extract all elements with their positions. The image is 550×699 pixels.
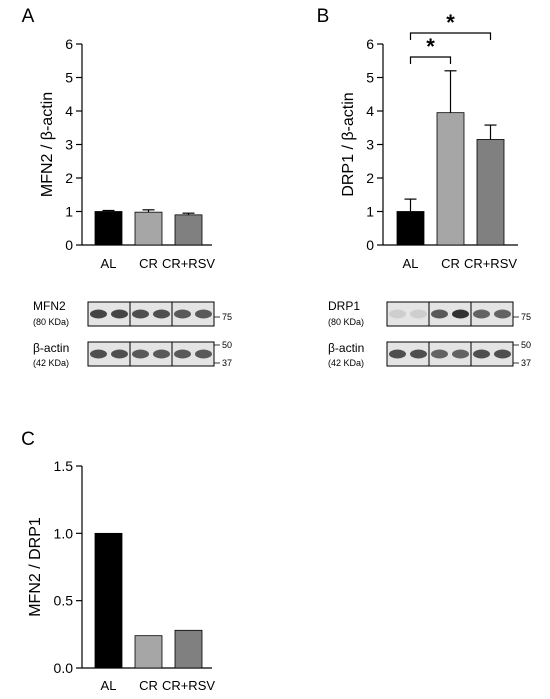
blot-label: β-actin [33,341,69,355]
bar-cr-rsv [174,629,203,669]
panel-letter: A [22,6,35,27]
y-tick-label: 3 [366,137,374,153]
panel-letter: B [317,6,330,27]
bar-cr-rsv [174,214,203,246]
y-tick-label: 1.5 [54,458,74,474]
blot-kda: (42 KDa) [33,358,69,368]
blot-band [473,349,490,359]
blot-band [174,309,191,319]
blot-label: MFN2 [33,299,66,313]
significance-bracket [409,32,492,40]
y-tick-label: 6 [65,36,73,52]
blot-band [132,309,149,319]
bar-cr [134,635,163,669]
blot-band [389,309,406,319]
bar-cr [436,112,465,246]
y-tick-label: 4 [65,103,73,119]
blot-band [153,349,170,359]
y-tick-label: 0.5 [54,593,74,609]
panel-a: A 0 1 2 3 4 5 6 MFN2 / β-actin AL CR CR+RSV [22,6,216,271]
y-tick-label: 3 [65,137,73,153]
blot-label: DRP1 [328,299,360,313]
blot-band [132,349,149,359]
blot-band [195,309,212,319]
marker-label: 75 [521,312,531,322]
marker-label: 50 [222,340,232,350]
panel-b: B 0 1 2 3 4 5 6 DRP1 / β-actin AL CR CR+RSV * * [317,6,518,271]
blot-kda: (80 KDa) [33,317,69,327]
y-tick-label: 6 [366,36,374,52]
x-category-label: CR [139,678,158,693]
blot-band [452,349,469,359]
blot-band [431,349,448,359]
blot-kda: (80 KDa) [328,317,364,327]
x-category-label: AL [101,256,117,271]
x-category-label: AL [101,678,117,693]
y-tick-label: 0.0 [54,660,74,676]
y-tick-label: 0 [366,237,374,253]
y-axis-label: DRP1 / β-actin [340,92,357,196]
bar-al [94,532,123,669]
blot-strip [386,301,514,327]
blot-band [90,349,107,359]
western-blot-b: DRP1 (80 KDa) 75 β-actin (42 KDa) 50 37 [328,299,531,368]
significance-star: * [446,10,455,35]
significance-bracket [409,56,452,64]
bar-al [396,211,425,246]
y-tick-label: 0 [65,237,73,253]
marker-label: 50 [521,340,531,350]
blot-strip [87,301,215,327]
x-category-label: CR+RSV [162,256,215,271]
marker-label: 37 [521,358,531,368]
blot-kda: (42 KDa) [328,358,364,368]
y-tick-label: 1 [366,204,374,220]
marker-label: 37 [222,358,232,368]
y-tick-label: 1.0 [54,525,74,541]
y-axis-label: MFN2 / DRP1 [27,517,44,617]
bar-cr [134,211,163,246]
x-category-label: CR+RSV [162,678,215,693]
significance-star: * [426,34,435,59]
blot-band [410,309,427,319]
blot-band [431,309,448,319]
blot-band [389,349,406,359]
x-category-label: AL [403,256,419,271]
panel-letter: C [21,429,35,450]
panel-c: C 0.0 0.5 1.0 1.5 MFN2 / DRP1 AL CR CR+RSV [21,429,215,693]
x-category-label: CR+RSV [464,256,517,271]
bar-al [94,211,123,246]
blot-band [174,349,191,359]
blot-band [111,349,128,359]
blot-band [410,349,427,359]
y-tick-label: 5 [366,70,374,86]
blot-strip [87,341,215,367]
y-tick-label: 2 [65,170,73,186]
blot-band [452,309,469,319]
y-tick-label: 5 [65,70,73,86]
blot-band [494,309,511,319]
blot-band [90,309,107,319]
y-tick-label: 2 [366,170,374,186]
blot-band [494,349,511,359]
blot-band [153,309,170,319]
marker-label: 75 [222,312,232,322]
y-tick-label: 4 [366,103,374,119]
y-tick-label: 1 [65,204,73,220]
bar-cr-rsv [476,139,505,246]
blot-band [111,309,128,319]
x-category-label: CR [139,256,158,271]
western-blot-a: MFN2 (80 KDa) 75 β-actin (42 KDa) 50 37 [33,299,232,368]
blot-band [195,349,212,359]
y-axis-label: MFN2 / β-actin [39,92,56,197]
blot-label: β-actin [328,341,364,355]
blot-band [473,309,490,319]
blot-strip [386,341,514,367]
x-category-label: CR [441,256,460,271]
